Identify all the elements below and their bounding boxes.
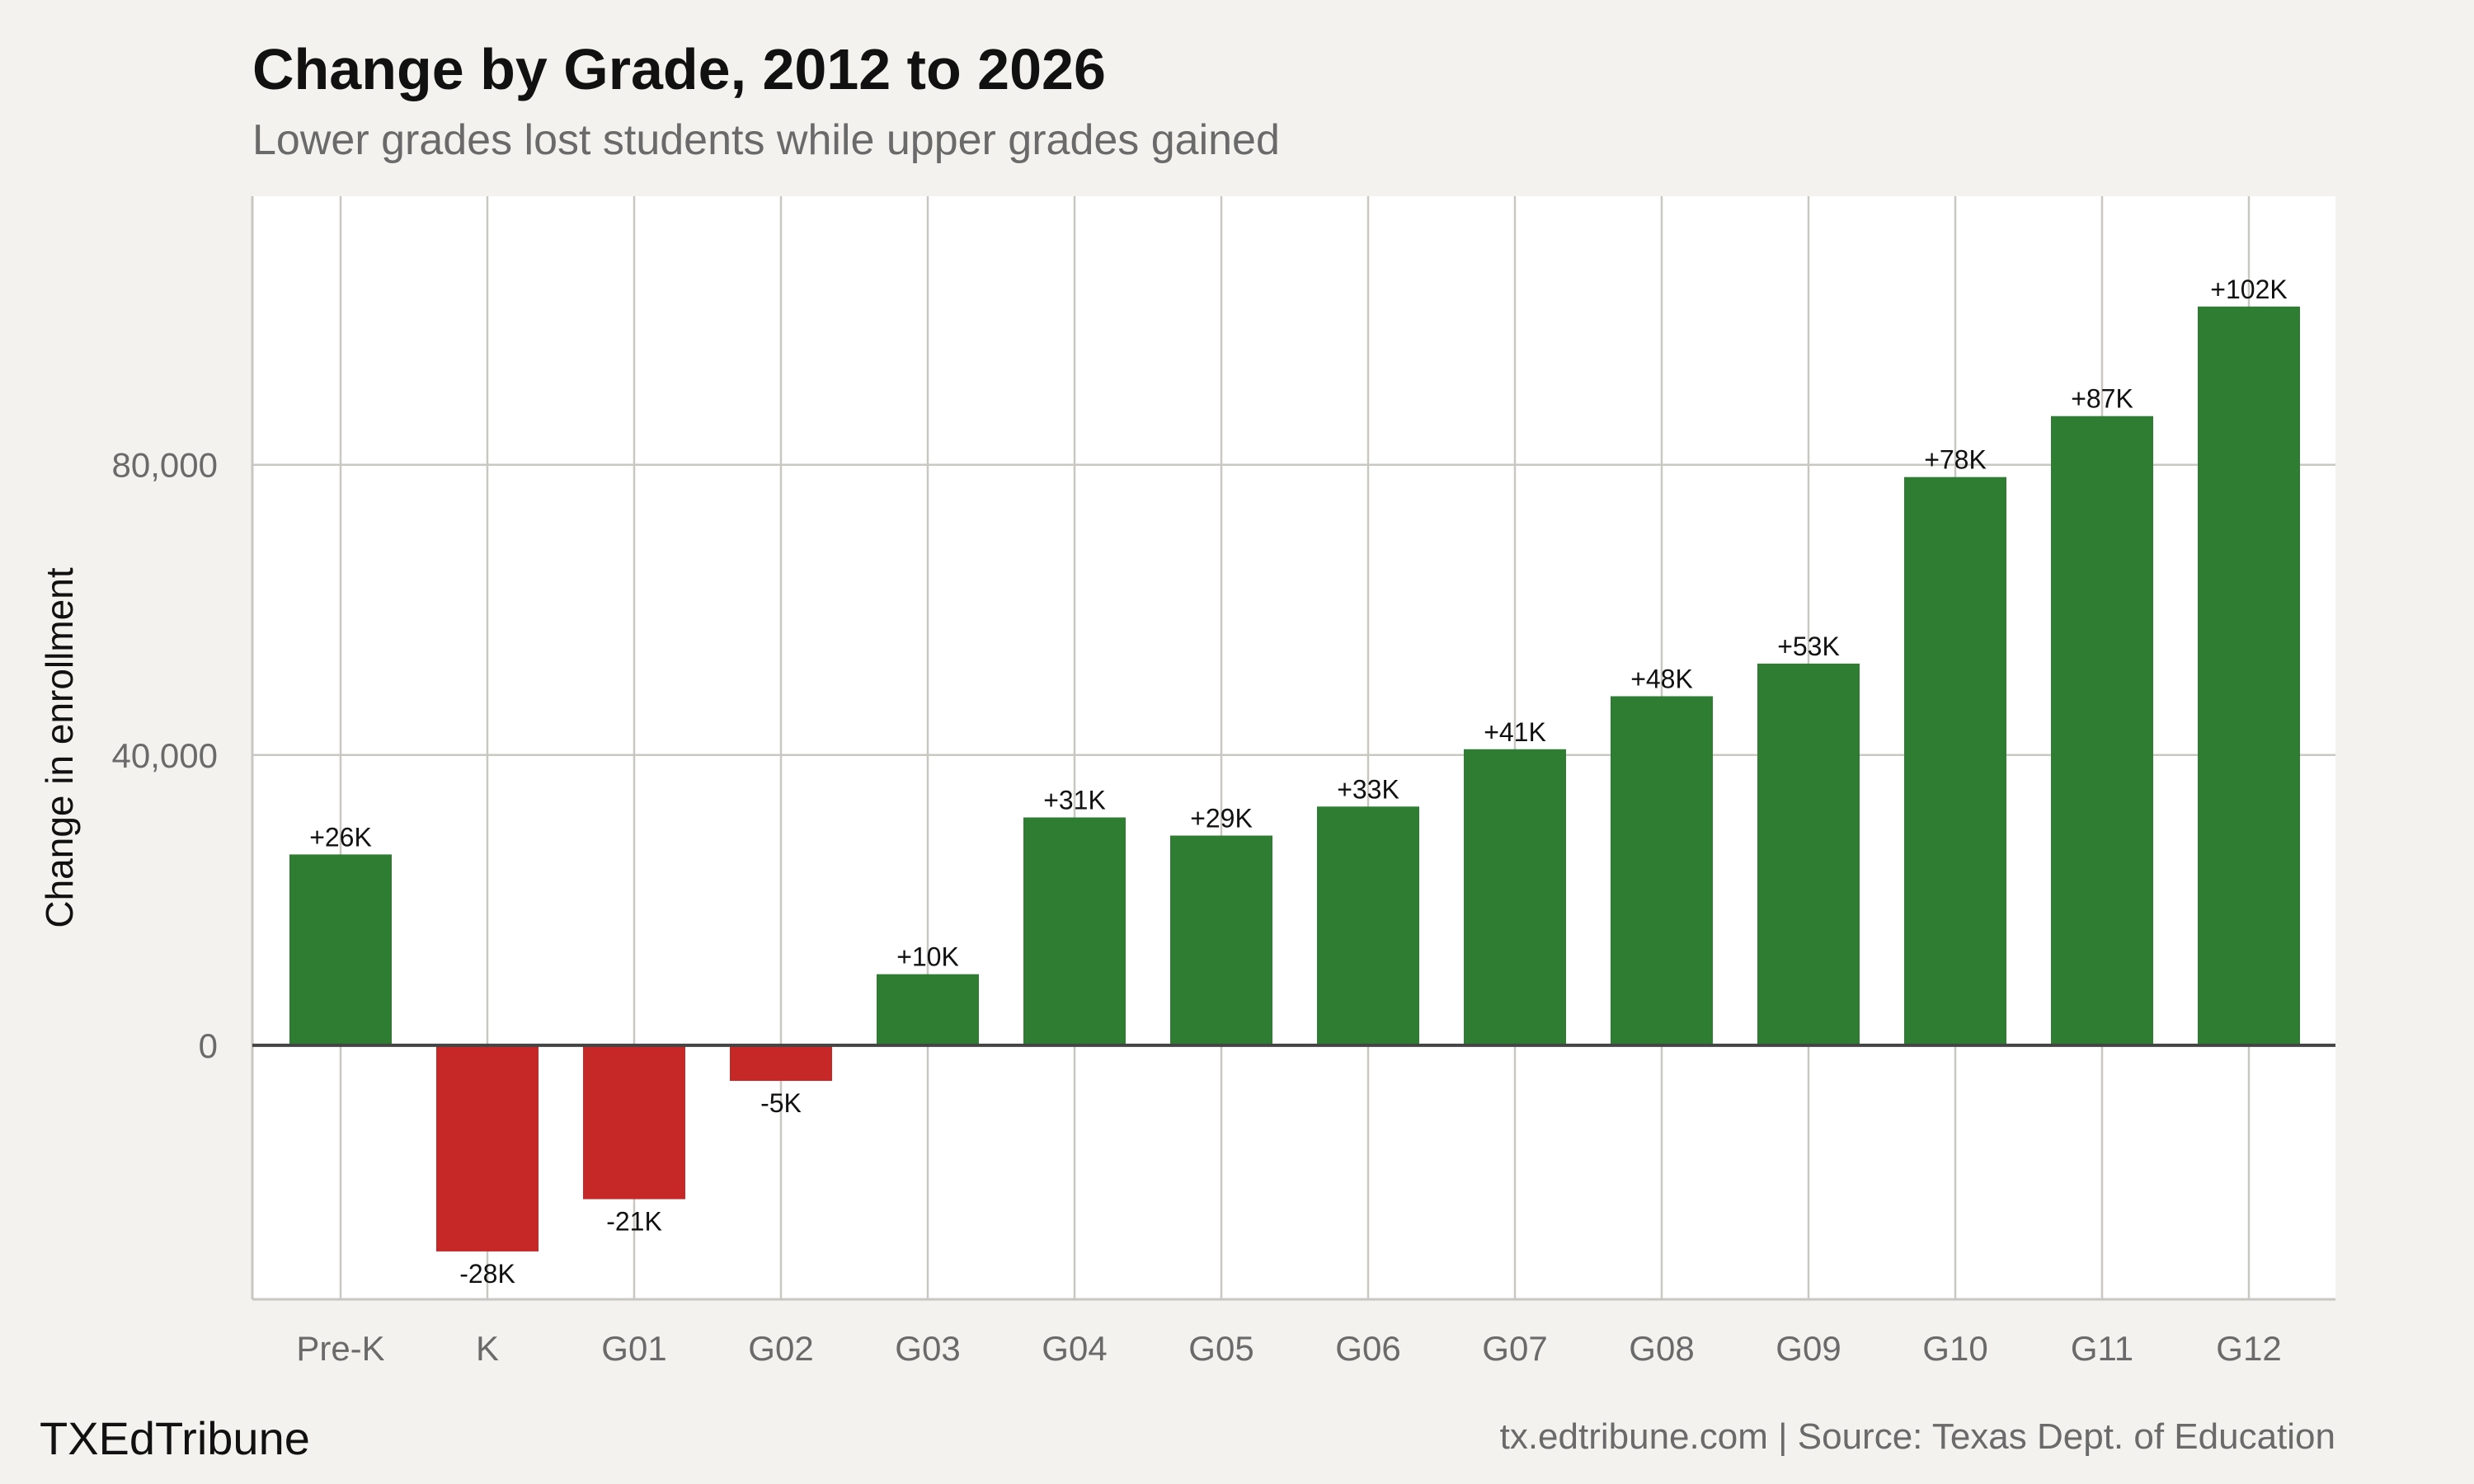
bar-value-label: +48K (1630, 665, 1693, 694)
bar-g05 (1170, 835, 1272, 1045)
x-tick-label: G01 (601, 1329, 666, 1368)
x-tick-label: K (476, 1329, 499, 1368)
y-tick-label: 40,000 (112, 736, 218, 775)
bar-g02 (730, 1045, 832, 1082)
bar-value-label: +31K (1043, 786, 1106, 815)
x-tick-label: Pre-K (296, 1329, 384, 1368)
x-tick-label: G09 (1776, 1329, 1841, 1368)
bar-g12 (2198, 306, 2300, 1045)
bar-value-label: +41K (1484, 717, 1546, 747)
y-axis-title: Change in enrollment (38, 567, 81, 928)
bar-g11 (2051, 416, 2153, 1045)
bar-value-label: -21K (606, 1207, 662, 1237)
x-tick-label: G07 (1482, 1329, 1547, 1368)
chart-subtitle: Lower grades lost students while upper g… (252, 116, 1280, 164)
bar-value-label: +26K (309, 822, 372, 852)
bars (289, 306, 2300, 1252)
bar-value-label: +78K (1924, 445, 1987, 475)
chart-title: Change by Grade, 2012 to 2026 (252, 37, 1106, 101)
bar-g07 (1464, 749, 1566, 1045)
x-tick-label: G02 (748, 1329, 813, 1368)
bar-labels: +26K -28K -21K -5K +10K +31K +29K +33K +41K +48K +… (309, 275, 2288, 1289)
x-tick-label: G11 (2071, 1329, 2133, 1368)
x-tick-label: G03 (895, 1329, 960, 1368)
x-tick-label: G10 (1922, 1329, 1987, 1368)
bar-g04 (1023, 817, 1126, 1045)
footer-brand: TXEdTribune (40, 1412, 310, 1464)
axes: 0 40,000 80,000 Pre-K K G01 G02 G03 G04 G05 G06 G07… (112, 196, 2335, 1368)
bar-pre-k (289, 854, 392, 1045)
bar-value-label: +10K (896, 942, 959, 972)
y-tick-label: 0 (199, 1026, 218, 1065)
bar-value-label: -5K (760, 1088, 802, 1118)
bar-g10 (1904, 477, 2006, 1045)
x-tick-label: G04 (1042, 1329, 1107, 1368)
plot-panel (252, 196, 2335, 1299)
bar-value-label: +102K (2210, 275, 2287, 304)
bar-value-label: +29K (1190, 804, 1253, 834)
bar-value-label: +33K (1337, 774, 1399, 804)
bar-value-label: -28K (459, 1259, 515, 1289)
x-tick-label: G05 (1188, 1329, 1253, 1368)
bar-g01 (583, 1045, 685, 1200)
bar-k (436, 1045, 539, 1252)
bar-g08 (1611, 696, 1713, 1045)
bar-value-label: +87K (2071, 384, 2133, 414)
bar-g03 (877, 974, 979, 1045)
bar-g09 (1757, 663, 1860, 1045)
y-tick-label: 80,000 (112, 446, 218, 485)
x-tick-label: G06 (1335, 1329, 1400, 1368)
bar-g06 (1317, 806, 1419, 1045)
x-tick-label: G08 (1629, 1329, 1694, 1368)
footer-source: tx.edtribune.com | Source: Texas Dept. o… (1499, 1416, 2335, 1457)
bar-value-label: +53K (1777, 632, 1840, 661)
x-tick-label: G12 (2216, 1329, 2281, 1368)
